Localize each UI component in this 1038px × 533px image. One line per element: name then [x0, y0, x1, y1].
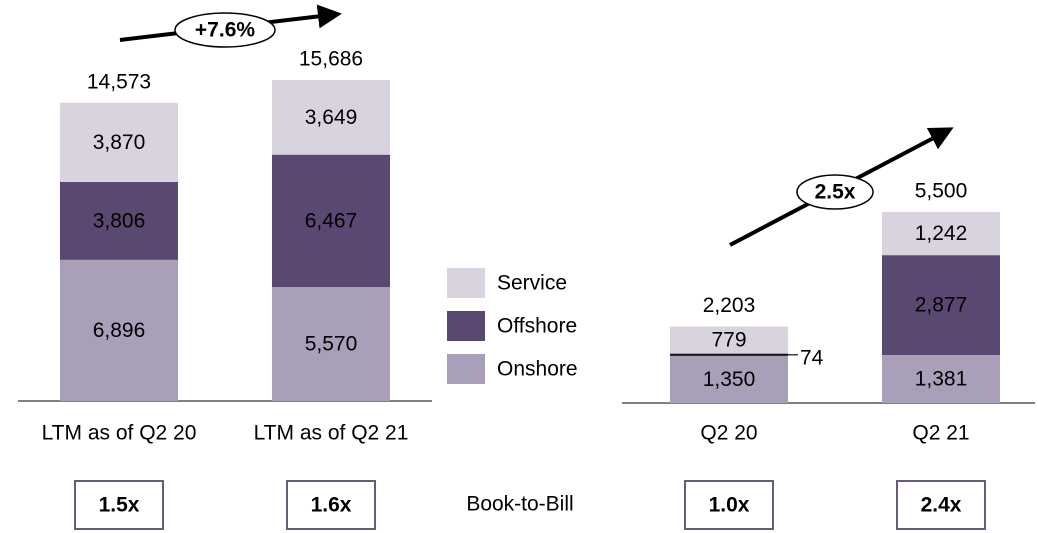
book-to-bill-value: 1.6x [311, 494, 352, 517]
bar-segment [882, 212, 1000, 256]
book-to-bill-box [74, 480, 164, 530]
bar-segment [272, 154, 390, 288]
bar-segment [882, 255, 1000, 356]
total-label: 15,686 [299, 48, 363, 71]
growth-label: 2.5x [815, 181, 856, 204]
value-label: 3,870 [93, 131, 146, 154]
bar-segment [670, 356, 788, 403]
total-label: 5,500 [915, 180, 968, 203]
legend-label: Service [497, 272, 567, 295]
bar-segment [272, 287, 390, 401]
x-tick-label: Q2 21 [912, 422, 969, 445]
bar-segment [670, 326, 788, 354]
total-label: 14,573 [87, 70, 151, 93]
growth-oval [174, 12, 276, 48]
total-label: 2,203 [703, 294, 756, 317]
bar-segment [882, 355, 1000, 403]
value-label: 5,570 [305, 333, 358, 356]
book-to-bill-box [286, 480, 376, 530]
value-label: 6,896 [93, 319, 146, 342]
book-to-bill-box [896, 480, 986, 530]
bar-segment [60, 102, 178, 182]
x-tick-label: LTM as of Q2 21 [254, 422, 409, 445]
value-label: 74 [800, 346, 824, 369]
legend-label: Offshore [497, 315, 577, 338]
legend-swatch [447, 268, 485, 298]
legend-label: Onshore [497, 358, 578, 381]
book-to-bill-value: 1.0x [709, 494, 750, 517]
bar-segment [60, 181, 178, 260]
value-label: 6,467 [305, 209, 358, 232]
legend-swatch [447, 354, 485, 384]
growth-oval [796, 174, 874, 210]
value-label: 1,242 [915, 222, 968, 245]
x-tick-label: Q2 20 [700, 422, 757, 445]
value-label: 3,649 [305, 106, 358, 129]
book-to-bill-value: 2.4x [921, 494, 962, 517]
value-label: 1,381 [915, 368, 968, 391]
value-label: 779 [711, 329, 746, 352]
book-to-bill-label: Book-to-Bill [466, 493, 573, 516]
book-to-bill-value: 1.5x [99, 494, 140, 517]
bar-segment [60, 259, 178, 401]
value-label: 2,877 [915, 294, 968, 317]
value-label: 3,806 [93, 209, 146, 232]
value-label: 1,350 [703, 368, 756, 391]
x-tick-label: LTM as of Q2 20 [42, 422, 197, 445]
bar-segment [272, 80, 390, 155]
book-to-bill-box [684, 480, 774, 530]
growth-label: +7.6% [195, 19, 255, 42]
legend-swatch [447, 311, 485, 341]
